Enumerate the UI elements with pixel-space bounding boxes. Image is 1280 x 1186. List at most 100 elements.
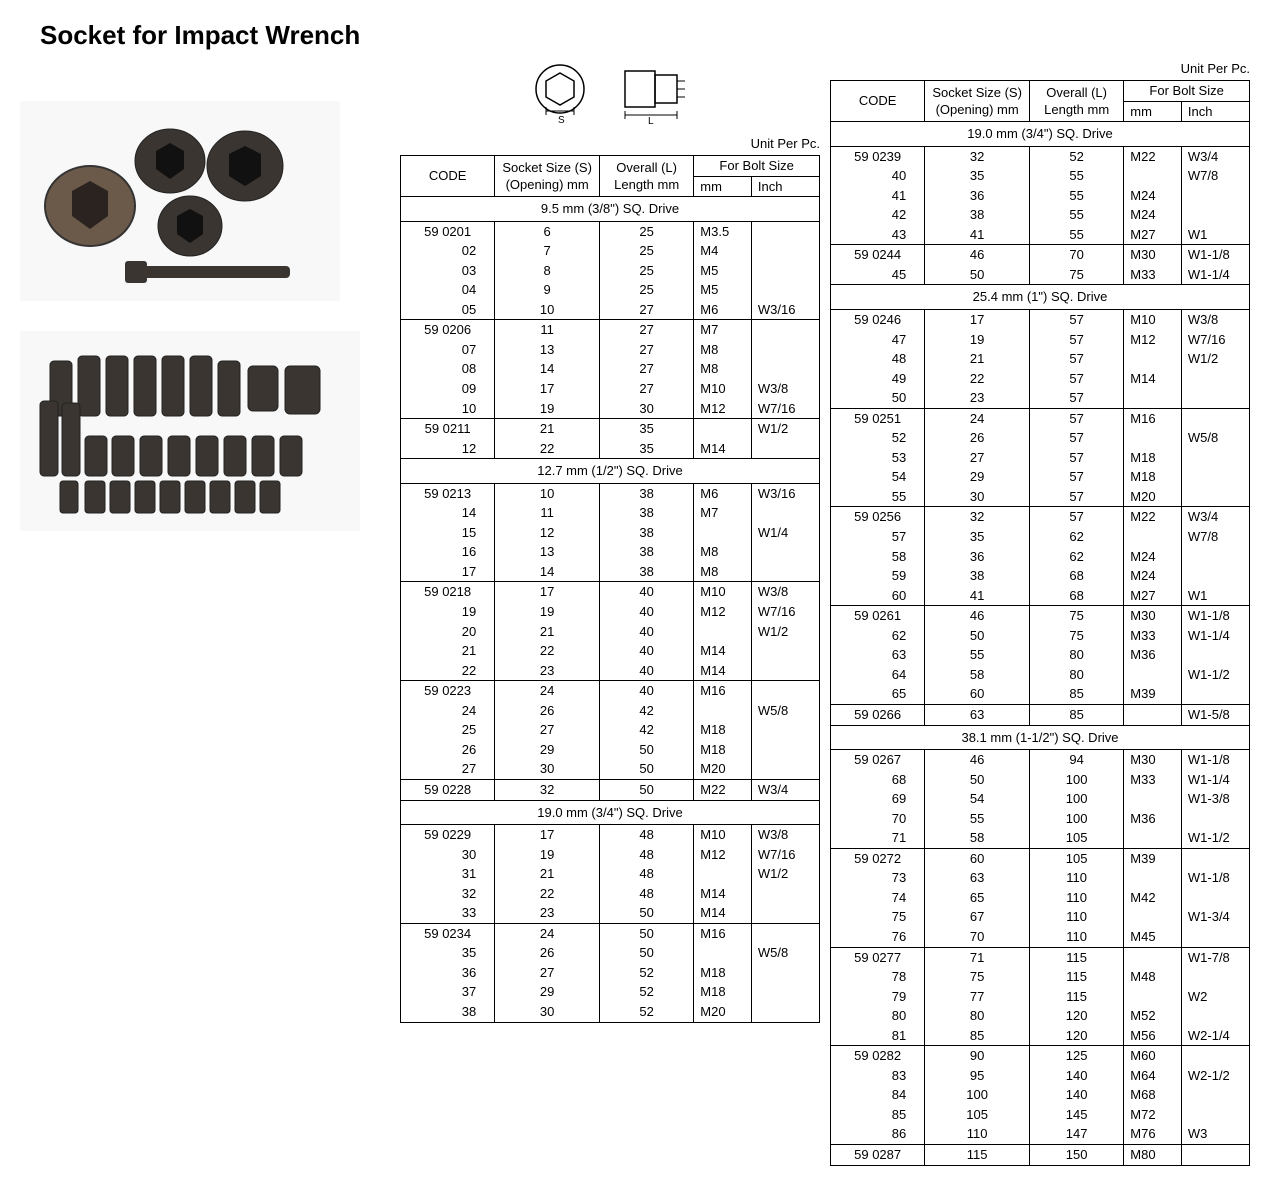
table-row: 403555W7/8 xyxy=(831,166,1250,186)
cell-code: 64 xyxy=(831,665,925,685)
table-row: 383052M20 xyxy=(401,1002,820,1022)
cell-socket-size: 21 xyxy=(495,864,600,884)
cell-bolt-inch: W1 xyxy=(1181,225,1249,245)
cell-code: 83 xyxy=(831,1066,925,1086)
cell-bolt-mm: M14 xyxy=(1124,369,1182,389)
cell-length: 75 xyxy=(1030,626,1124,646)
cell-bolt-inch xyxy=(751,542,819,562)
cell-length: 48 xyxy=(600,825,694,845)
cell-bolt-mm xyxy=(694,701,752,721)
cell-socket-size: 24 xyxy=(925,408,1030,428)
cell-code: 59 02 01 xyxy=(401,221,495,241)
cell-socket-size: 6 xyxy=(495,221,600,241)
table-row: 171438M8 xyxy=(401,562,820,582)
cell-length: 140 xyxy=(1030,1085,1124,1105)
cell-length: 57 xyxy=(1030,507,1124,527)
cell-bolt-mm: M18 xyxy=(1124,467,1182,487)
cell-socket-size: 36 xyxy=(925,547,1030,567)
cell-socket-size: 22 xyxy=(495,884,600,904)
cell-bolt-mm xyxy=(1124,789,1182,809)
cell-socket-size: 71 xyxy=(925,947,1030,967)
table-row: 362752M18 xyxy=(401,963,820,983)
cell-length: 80 xyxy=(1030,645,1124,665)
cell-length: 75 xyxy=(1030,606,1124,626)
cell-code: 73 xyxy=(831,868,925,888)
cell-socket-size: 50 xyxy=(925,626,1030,646)
spec-table-right: CODE Socket Size (S) (Opening) mm Overal… xyxy=(830,80,1250,1166)
table-row: 59 02 512457M16 xyxy=(831,408,1250,428)
table-row: 455075M33W1-1/4 xyxy=(831,265,1250,285)
cell-bolt-mm: M16 xyxy=(1124,408,1182,428)
cell-code: 59 02 66 xyxy=(831,704,925,725)
table-row: 161338M8 xyxy=(401,542,820,562)
cell-bolt-mm xyxy=(1124,527,1182,547)
cell-socket-size: 85 xyxy=(925,1026,1030,1046)
cell-length: 85 xyxy=(1030,684,1124,704)
cell-code: 59 02 87 xyxy=(831,1144,925,1165)
unit-label-right: Unit Per Pc. xyxy=(830,61,1250,76)
cell-length: 115 xyxy=(1030,967,1124,987)
cell-bolt-inch xyxy=(1181,467,1249,487)
cell-bolt-inch: W1-1/8 xyxy=(1181,245,1249,265)
cell-code: 08 xyxy=(401,359,495,379)
cell-code: 80 xyxy=(831,1006,925,1026)
table-row: 59 02 444670M30W1-1/8 xyxy=(831,245,1250,265)
cell-bolt-inch xyxy=(1181,927,1249,947)
cell-bolt-mm: M12 xyxy=(694,602,752,622)
cell-socket-size: 41 xyxy=(925,225,1030,245)
cell-code: 22 xyxy=(401,661,495,681)
cell-length: 38 xyxy=(600,542,694,562)
cell-code: 81 xyxy=(831,1026,925,1046)
cell-code: 20 xyxy=(401,622,495,642)
cell-bolt-mm xyxy=(1124,704,1182,725)
cell-bolt-mm xyxy=(694,622,752,642)
table-row: 656085M39 xyxy=(831,684,1250,704)
cell-socket-size: 30 xyxy=(495,759,600,779)
table-row: 434155M27W1 xyxy=(831,225,1250,245)
cell-bolt-inch: W1-3/8 xyxy=(1181,789,1249,809)
cell-length: 55 xyxy=(1030,225,1124,245)
cell-bolt-mm: M4 xyxy=(694,241,752,261)
cell-code: 27 xyxy=(401,759,495,779)
table-row: 02725M4 xyxy=(401,241,820,261)
table-row: 59 02 112135W1/2 xyxy=(401,419,820,439)
table-row: 332350M14 xyxy=(401,903,820,923)
cell-code: 02 xyxy=(401,241,495,261)
dimension-diagrams: S L xyxy=(400,61,820,126)
cell-bolt-inch xyxy=(751,982,819,1002)
cell-bolt-mm: M18 xyxy=(694,982,752,1002)
table-row: 59 02 87115150M80 xyxy=(831,1144,1250,1165)
section-header: 9.5 mm (3/8") SQ. Drive xyxy=(401,197,820,222)
table-row: 8395140M64W2-1/2 xyxy=(831,1066,1250,1086)
cell-bolt-inch: W3/4 xyxy=(1181,507,1249,527)
table-row: 071327M8 xyxy=(401,340,820,360)
cell-bolt-inch xyxy=(1181,369,1249,389)
cell-length: 150 xyxy=(1030,1144,1124,1165)
socket-photo-2 xyxy=(20,331,360,531)
table-row: 262950M18 xyxy=(401,740,820,760)
cell-socket-size: 23 xyxy=(495,903,600,923)
table-row: 03825M5 xyxy=(401,261,820,281)
cell-code: 40 xyxy=(831,166,925,186)
unit-label-left: Unit Per Pc. xyxy=(400,136,820,151)
header-bolt-size: For Bolt Size xyxy=(1124,81,1250,102)
cell-bolt-mm: M14 xyxy=(694,439,752,459)
cell-length: 38 xyxy=(600,523,694,543)
cell-code: 78 xyxy=(831,967,925,987)
table-row: 59 02 393252M22W3/4 xyxy=(831,146,1250,166)
table-row: 122235M14 xyxy=(401,439,820,459)
cell-bolt-inch: W1-1/8 xyxy=(1181,868,1249,888)
cell-bolt-inch: W2 xyxy=(1181,987,1249,1007)
cell-socket-size: 17 xyxy=(925,310,1030,330)
cell-bolt-mm: M52 xyxy=(1124,1006,1182,1026)
cell-socket-size: 17 xyxy=(495,379,600,399)
cell-length: 48 xyxy=(600,845,694,865)
cell-socket-size: 23 xyxy=(925,388,1030,408)
cell-bolt-mm: M12 xyxy=(694,845,752,865)
cell-bolt-mm xyxy=(1124,987,1182,1007)
cell-bolt-mm: M5 xyxy=(694,261,752,281)
section-header: 19.0 mm (3/4") SQ. Drive xyxy=(401,800,820,825)
cell-length: 38 xyxy=(600,483,694,503)
cell-bolt-mm xyxy=(1124,388,1182,408)
cell-length: 40 xyxy=(600,602,694,622)
